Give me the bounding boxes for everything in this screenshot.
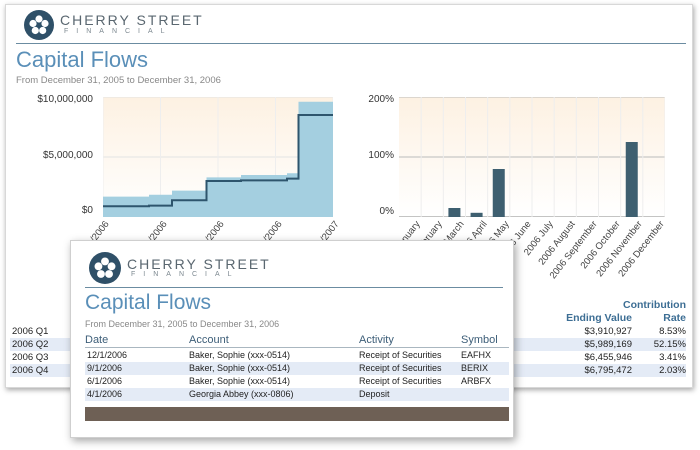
table-cell-ending: $6,455,946 bbox=[584, 352, 632, 363]
y-tick-label: $10,000,000 bbox=[37, 94, 93, 105]
logo-flower-icon bbox=[24, 10, 54, 40]
table-cell-activity: Receipt of Securities bbox=[359, 376, 442, 386]
y-tick-label: $5,000,000 bbox=[42, 150, 93, 161]
table-cell-period: 2006 Q3 bbox=[12, 352, 49, 363]
table-cell-rate: 2.03% bbox=[659, 365, 686, 376]
table-cell-date: 6/1/2006 bbox=[87, 376, 123, 386]
area-series-total bbox=[103, 98, 333, 217]
table-cell-account: Baker, Sophie (xxx-0514) bbox=[189, 363, 291, 373]
table-row bbox=[85, 362, 509, 375]
table-cell-ending: $6,795,472 bbox=[584, 365, 632, 376]
table-cell-symbol: BERIX bbox=[461, 363, 489, 373]
report-page-front: CHERRY STREET FINANCIAL Capital Flows Fr… bbox=[70, 240, 514, 438]
logo-flower-icon bbox=[89, 252, 121, 284]
table-cell-rate: 8.53% bbox=[659, 326, 686, 337]
bar bbox=[448, 208, 461, 217]
table-cell-date: 9/1/2006 bbox=[87, 363, 123, 373]
table-cell-rate: 3.41% bbox=[659, 352, 686, 363]
brand-name: CHERRY STREET bbox=[127, 256, 271, 272]
table-cell-period: 2006 Q4 bbox=[12, 365, 49, 376]
y-tick-label: 100% bbox=[368, 150, 394, 161]
table-cell-activity: Deposit bbox=[359, 389, 390, 399]
bar bbox=[492, 169, 505, 217]
header-divider bbox=[85, 347, 509, 348]
table-row bbox=[85, 375, 509, 388]
y-tick-label: 200% bbox=[368, 94, 394, 105]
y-tick-label: 0% bbox=[379, 206, 394, 217]
table-cell-account: Georgia Abbey (xxx-0806) bbox=[189, 389, 294, 399]
page-title: Capital Flows bbox=[16, 47, 149, 72]
table-cell-symbol: EAFHX bbox=[461, 350, 492, 360]
brand-name: CHERRY STREET bbox=[60, 12, 204, 28]
table-cell-account: Baker, Sophie (xxx-0514) bbox=[189, 350, 291, 360]
page-subtitle: From December 31, 2005 to December 31, 2… bbox=[16, 75, 221, 86]
table-cell-activity: Receipt of Securities bbox=[359, 350, 442, 360]
brand-sub: FINANCIAL bbox=[131, 271, 240, 278]
table-cell-period: 2006 Q2 bbox=[12, 339, 49, 350]
table-cell-rate: 52.15% bbox=[653, 339, 686, 350]
bar bbox=[625, 142, 638, 217]
line-series-contributions bbox=[103, 114, 333, 208]
table-cell-activity: Receipt of Securities bbox=[359, 363, 442, 373]
col-header-symbol: Symbol bbox=[461, 334, 498, 346]
capital-area-chart bbox=[103, 97, 333, 217]
footer-bar bbox=[85, 407, 509, 421]
table-cell-account: Baker, Sophie (xxx-0514) bbox=[189, 376, 291, 386]
page-subtitle: From December 31, 2005 to December 31, 2… bbox=[85, 319, 280, 329]
table-cell-date: 12/1/2006 bbox=[87, 350, 128, 360]
col-header-date: Date bbox=[85, 334, 109, 346]
bar bbox=[470, 212, 483, 217]
header-rule bbox=[16, 43, 686, 44]
col-header-contribution-rate: Contribution Rate bbox=[623, 299, 686, 324]
page-title: Capital Flows bbox=[85, 291, 212, 314]
header-rule bbox=[85, 287, 503, 288]
brand-sub: FINANCIAL bbox=[64, 28, 173, 35]
table-row bbox=[85, 388, 509, 401]
col-header-account: Account bbox=[189, 334, 229, 346]
y-tick-label: $0 bbox=[81, 205, 93, 216]
table-cell-ending: $5,989,169 bbox=[584, 339, 632, 350]
col-header-ending-value: Ending Value bbox=[566, 312, 632, 324]
table-cell-symbol: ARBFX bbox=[461, 376, 492, 386]
table-cell-date: 4/1/2006 bbox=[87, 389, 123, 399]
col-header-activity: Activity bbox=[359, 334, 394, 346]
contribution-bar-chart bbox=[399, 97, 665, 217]
table-cell-ending: $3,910,927 bbox=[584, 326, 632, 337]
table-cell-period: 2006 Q1 bbox=[12, 326, 49, 337]
table-row bbox=[85, 349, 509, 362]
